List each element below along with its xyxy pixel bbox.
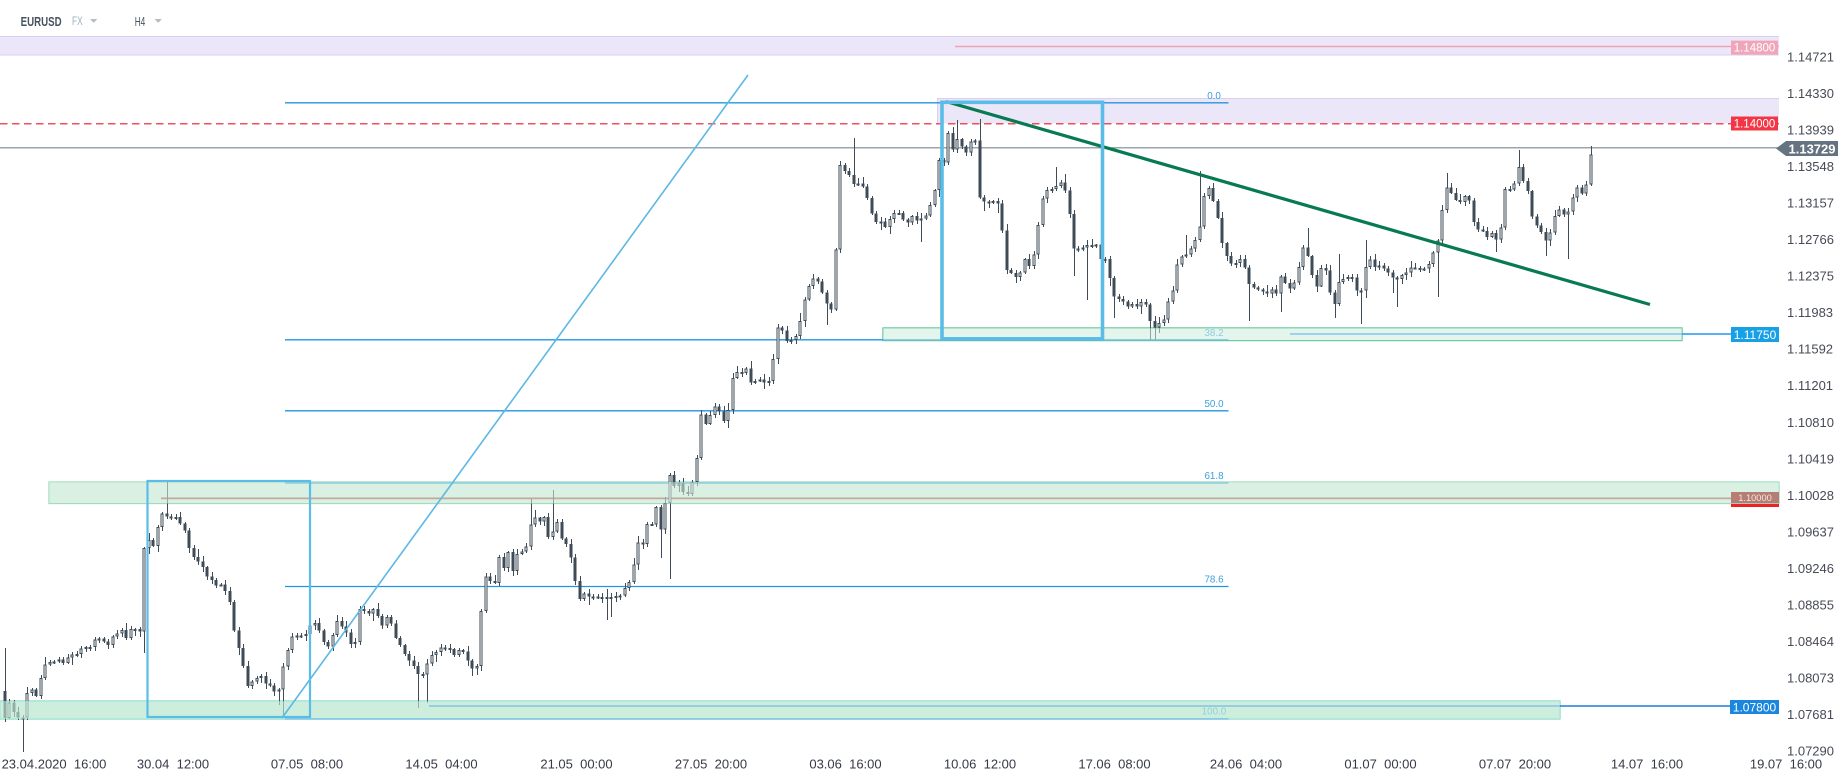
svg-text:78.6: 78.6 <box>1204 575 1224 586</box>
svg-text:27.05 20:00: 27.05 20:00 <box>675 757 747 772</box>
svg-text:1.12375: 1.12375 <box>1787 269 1834 284</box>
svg-text:FX: FX <box>72 16 83 28</box>
svg-text:1.13729: 1.13729 <box>1789 141 1836 156</box>
svg-text:1.08464: 1.08464 <box>1787 634 1834 649</box>
svg-text:1.11750: 1.11750 <box>1734 328 1777 342</box>
svg-text:23.04.2020 16:00: 23.04.2020 16:00 <box>2 757 107 772</box>
svg-text:1.09637: 1.09637 <box>1787 524 1834 539</box>
svg-text:1.07681: 1.07681 <box>1787 707 1834 722</box>
svg-text:01.07 00:00: 01.07 00:00 <box>1344 757 1416 772</box>
svg-text:1.11592: 1.11592 <box>1787 342 1833 357</box>
svg-text:14.05 04:00: 14.05 04:00 <box>405 757 477 772</box>
svg-text:1.13939: 1.13939 <box>1787 123 1834 138</box>
svg-text:1.08855: 1.08855 <box>1787 597 1834 612</box>
svg-text:1.12766: 1.12766 <box>1787 232 1834 247</box>
svg-text:17.06 08:00: 17.06 08:00 <box>1078 757 1150 772</box>
svg-text:07.05 08:00: 07.05 08:00 <box>271 757 343 772</box>
svg-text:1.14800: 1.14800 <box>1734 43 1776 55</box>
svg-text:H4: H4 <box>135 15 146 29</box>
svg-text:1.14721: 1.14721 <box>1787 50 1834 65</box>
svg-text:1.09246: 1.09246 <box>1787 561 1834 576</box>
svg-text:1.07290: 1.07290 <box>1787 744 1834 759</box>
svg-text:1.13548: 1.13548 <box>1787 159 1834 174</box>
svg-text:19.07 16:00: 19.07 16:00 <box>1750 757 1822 772</box>
svg-text:0.0: 0.0 <box>1207 91 1221 102</box>
svg-text:1.11983: 1.11983 <box>1787 305 1833 320</box>
svg-text:30.04 12:00: 30.04 12:00 <box>137 757 209 772</box>
svg-text:03.06 16:00: 03.06 16:00 <box>809 757 881 772</box>
svg-text:EURUSD: EURUSD <box>21 14 62 29</box>
svg-text:24.06 04:00: 24.06 04:00 <box>1210 757 1282 772</box>
svg-text:1.10419: 1.10419 <box>1787 451 1834 466</box>
svg-text:1.08073: 1.08073 <box>1787 670 1834 685</box>
svg-text:1.10000: 1.10000 <box>1738 493 1772 503</box>
svg-text:1.14000: 1.14000 <box>1734 119 1776 131</box>
svg-text:07.07 20:00: 07.07 20:00 <box>1479 757 1551 772</box>
svg-text:1.10028: 1.10028 <box>1787 488 1834 503</box>
svg-text:1.14330: 1.14330 <box>1787 86 1834 101</box>
svg-text:1.11201: 1.11201 <box>1787 378 1833 393</box>
svg-text:61.8: 61.8 <box>1204 471 1224 482</box>
svg-text:1.10810: 1.10810 <box>1787 415 1834 430</box>
svg-text:1.07800: 1.07800 <box>1733 700 1777 714</box>
svg-text:14.07 16:00: 14.07 16:00 <box>1611 757 1683 772</box>
svg-text:10.06 12:00: 10.06 12:00 <box>944 757 1016 772</box>
svg-text:21.05 00:00: 21.05 00:00 <box>540 757 612 772</box>
svg-text:50.0: 50.0 <box>1204 399 1224 410</box>
svg-text:1.13157: 1.13157 <box>1787 196 1834 211</box>
